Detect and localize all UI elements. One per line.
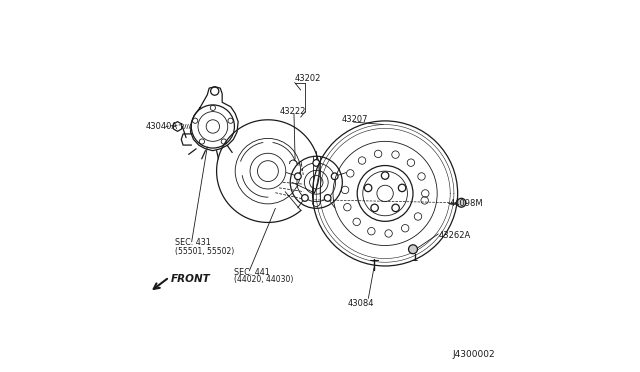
Text: 43084: 43084 [348, 299, 374, 308]
Text: 43262A: 43262A [439, 231, 471, 240]
Circle shape [457, 198, 466, 207]
Text: FRONT: FRONT [172, 274, 211, 284]
Text: 43202: 43202 [294, 74, 321, 83]
Text: 43222: 43222 [280, 107, 306, 116]
Circle shape [294, 173, 301, 180]
Text: SEC. 431: SEC. 431 [175, 238, 211, 247]
Circle shape [408, 245, 417, 254]
Text: 44098M: 44098M [449, 199, 483, 208]
Circle shape [313, 160, 319, 166]
Text: (44020, 44030): (44020, 44030) [234, 275, 294, 284]
Circle shape [324, 195, 331, 201]
Text: 43040A: 43040A [146, 122, 178, 131]
Circle shape [301, 195, 308, 201]
Circle shape [332, 173, 338, 180]
Text: J4300002: J4300002 [452, 350, 495, 359]
Text: 43207: 43207 [342, 115, 368, 124]
Text: (55501, 55502): (55501, 55502) [175, 247, 234, 256]
Text: SEC. 441: SEC. 441 [234, 268, 270, 277]
